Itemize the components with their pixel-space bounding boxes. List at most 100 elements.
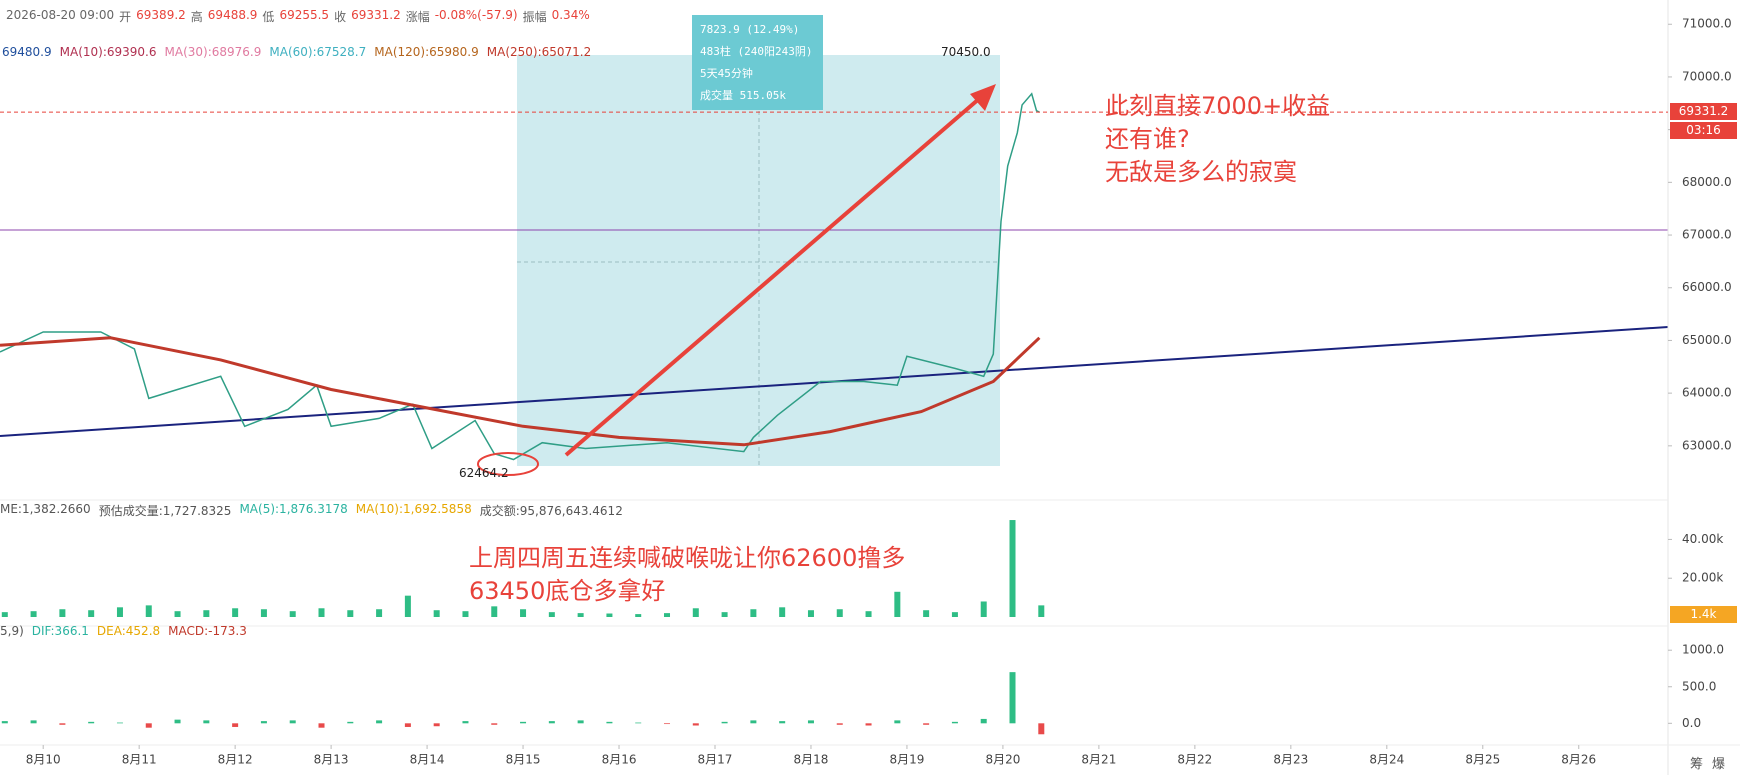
bar xyxy=(203,610,210,617)
highlight-ellipse xyxy=(477,452,539,476)
x-tick-label: 8月21 xyxy=(1081,753,1116,767)
x-tick-label: 8月11 xyxy=(122,753,157,767)
x-tick-label: 8月16 xyxy=(602,753,637,767)
bar xyxy=(807,610,814,617)
bar xyxy=(232,723,239,727)
measure-box: 7823.9 (12.49%) 483柱 (240阳243阴) 5天45分钟 成交量 … xyxy=(692,15,823,110)
header-item: 低 xyxy=(262,10,275,24)
bar xyxy=(577,720,584,724)
bar xyxy=(260,609,267,617)
header-item: 开 xyxy=(119,10,132,24)
annotation: 还有谁? xyxy=(1105,125,1190,153)
bar xyxy=(750,720,757,724)
ma-row: 69480.9 MA(10):69390.6 MA(30):68976.9 MA(60… xyxy=(2,45,591,59)
bar xyxy=(577,613,584,617)
annotation: 63450底仓多拿好 xyxy=(469,577,666,605)
annotation: 上周四周五连续喊破喉咙让你62600撸多 xyxy=(469,544,906,572)
measure-line: 成交量 515.05k xyxy=(700,89,786,102)
bar xyxy=(88,721,95,724)
y-tick-label: 64000.0 xyxy=(1682,386,1732,400)
x-tick-label: 8月10 xyxy=(26,753,61,767)
bar xyxy=(260,721,267,724)
x-tick-label: 8月23 xyxy=(1273,753,1308,767)
y-tick-label: 1000.0 xyxy=(1682,643,1724,657)
header-item: 0.34% xyxy=(551,8,590,22)
low-label: 62464.2 xyxy=(459,466,509,480)
ma-label: MA(250):65071.2 xyxy=(486,45,592,59)
bar xyxy=(232,608,239,617)
header-item: 振幅 xyxy=(522,10,547,24)
measure-line: 5天45分钟 xyxy=(700,67,753,80)
bar xyxy=(116,607,123,617)
header-item: 收 xyxy=(334,10,347,24)
bar xyxy=(692,723,699,726)
y-tick-label: 63000.0 xyxy=(1682,438,1732,452)
bar xyxy=(1038,605,1045,617)
ma-label: MA(60):67528.7 xyxy=(269,45,367,59)
ma-label: MA(10):69390.6 xyxy=(59,45,157,59)
volume-legend: ME:1,382.2660 预估成交量:1,727.8325 MA(5):1,876… xyxy=(0,502,623,519)
header-item: -0.08%(-57.9) xyxy=(434,8,518,22)
bar xyxy=(951,721,958,724)
y-tick-label: 70000.0 xyxy=(1682,69,1732,83)
bar xyxy=(779,721,786,724)
bar xyxy=(59,609,66,617)
y-tick-label: 500.0 xyxy=(1682,679,1716,693)
header-item: 高 xyxy=(190,10,203,24)
ma-label: MA(120):65980.9 xyxy=(374,45,479,59)
bar xyxy=(145,723,152,728)
bar xyxy=(1,721,8,724)
bar xyxy=(923,723,930,725)
bar xyxy=(865,723,872,726)
header-item: 2026-08-20 09:00 xyxy=(6,8,115,22)
bar xyxy=(894,591,901,617)
bar xyxy=(980,718,987,724)
x-tick-label: 8月14 xyxy=(410,753,445,767)
bar xyxy=(692,608,699,617)
bar xyxy=(520,721,527,724)
bar xyxy=(145,605,152,617)
bar xyxy=(548,721,555,724)
bar xyxy=(923,610,930,617)
bar xyxy=(116,722,123,724)
annotation: 无敌是多么的寂寞 xyxy=(1105,158,1297,186)
bar xyxy=(318,723,325,728)
y-tick-label: 0.0 xyxy=(1682,716,1701,730)
bar xyxy=(836,609,843,617)
countdown-tag: 03:16 xyxy=(1670,122,1737,140)
bar xyxy=(548,612,555,617)
bar xyxy=(289,611,296,617)
y-tick-label: 65000.0 xyxy=(1682,333,1732,347)
bar xyxy=(347,610,354,617)
header-item: 69389.2 xyxy=(136,8,186,22)
x-tick-label: 8月13 xyxy=(314,753,349,767)
x-tick-label: 8月15 xyxy=(506,753,541,767)
volume-legend-item: MA(5):1,876.3178 xyxy=(239,502,348,516)
bar xyxy=(1009,520,1016,617)
x-tick-label: 8月18 xyxy=(794,753,829,767)
bar xyxy=(1038,723,1045,735)
bar xyxy=(30,720,37,724)
header-row: 2026-08-20 09:00 开 69389.2 高 69488.9 低 69255.5… xyxy=(6,8,590,25)
x-tick-label: 8月20 xyxy=(985,753,1020,767)
bar xyxy=(1009,672,1016,724)
bar xyxy=(779,607,786,617)
bar xyxy=(807,720,814,724)
arrow-head xyxy=(970,84,996,111)
annotation: 此刻直接7000+收益 xyxy=(1105,92,1331,120)
price-line xyxy=(0,336,1041,447)
bar xyxy=(664,723,671,725)
last-volume-tag: 1.4k xyxy=(1670,606,1737,623)
x-tick-label: 8月25 xyxy=(1465,753,1500,767)
bar xyxy=(404,595,411,617)
x-tick-label: 8月17 xyxy=(698,753,733,767)
bar xyxy=(635,722,642,724)
bar xyxy=(289,720,296,724)
bar xyxy=(836,723,843,725)
bar xyxy=(318,608,325,617)
bar xyxy=(721,721,728,724)
volume-legend-item: 成交额:95,876,643.4612 xyxy=(479,504,623,518)
bar xyxy=(520,609,527,617)
header-item: 69331.2 xyxy=(351,8,401,22)
